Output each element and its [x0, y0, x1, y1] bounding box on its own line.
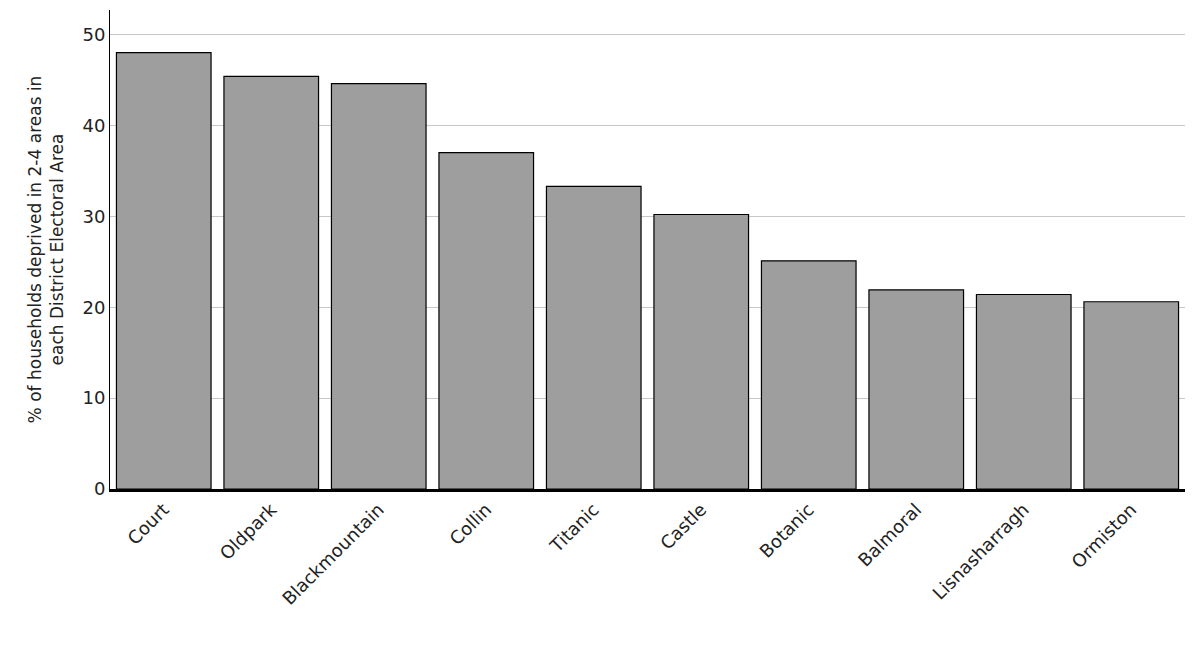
svg-text:30: 30: [82, 206, 105, 227]
svg-text:Lisnasharragh: Lisnasharragh: [928, 499, 1033, 604]
svg-text:Castle: Castle: [656, 499, 711, 554]
svg-text:Collin: Collin: [445, 499, 495, 549]
svg-text:Oldpark: Oldpark: [215, 499, 280, 564]
svg-text:Titanic: Titanic: [545, 499, 603, 557]
svg-text:% of households deprived in 2-: % of households deprived in 2-4 areas in…: [25, 76, 67, 424]
svg-text:20: 20: [82, 297, 105, 318]
svg-text:Ormiston: Ormiston: [1067, 499, 1140, 572]
svg-text:Balmoral: Balmoral: [854, 499, 926, 571]
svg-text:Blackmountain: Blackmountain: [278, 499, 388, 609]
svg-text:Court: Court: [123, 499, 173, 549]
svg-text:50: 50: [82, 24, 105, 45]
svg-text:Botanic: Botanic: [755, 499, 818, 562]
svg-text:0: 0: [94, 478, 105, 499]
svg-text:40: 40: [82, 115, 105, 136]
svg-text:10: 10: [82, 387, 105, 408]
